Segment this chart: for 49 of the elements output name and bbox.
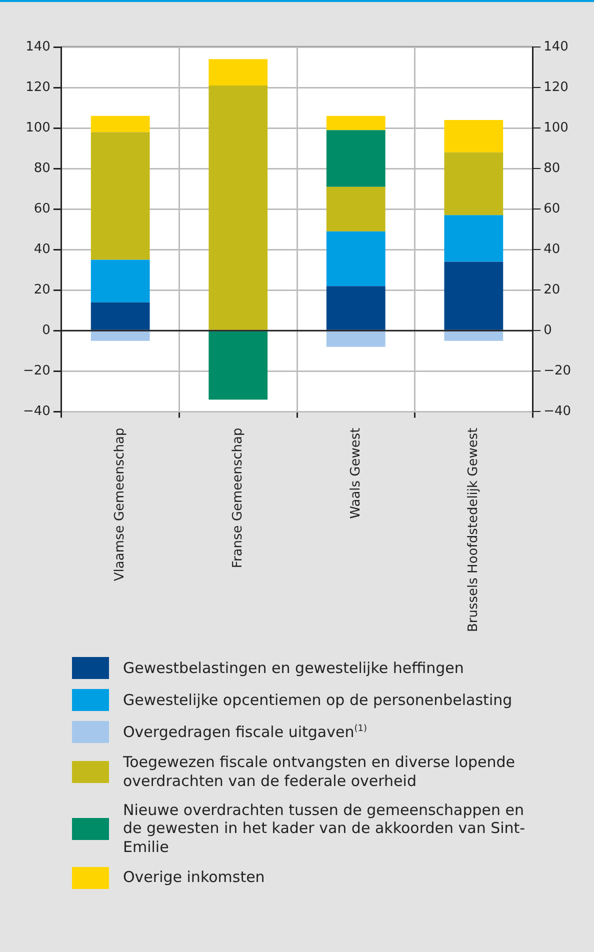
bar xyxy=(444,152,504,216)
x-tick-label: Vlaamse Gemeenschap xyxy=(112,428,128,582)
bar xyxy=(326,116,386,130)
y2-tick-label: 140 xyxy=(26,39,50,54)
bar xyxy=(444,262,504,330)
y2-tick-label: 60 xyxy=(34,201,50,216)
bar xyxy=(444,120,504,152)
bar xyxy=(90,260,150,302)
y-tick-label: 60 xyxy=(544,201,560,216)
y2-tick-label: 0 xyxy=(42,323,50,338)
y2-tick-label: 120 xyxy=(26,80,50,95)
bar xyxy=(326,130,386,187)
y2-tick-label: 80 xyxy=(34,160,50,176)
y-tick-label: 40 xyxy=(544,242,560,258)
bar xyxy=(90,302,150,330)
bar xyxy=(208,86,268,330)
legend-label: Overige inkomsten xyxy=(123,868,265,888)
bar xyxy=(326,186,386,232)
y2-tick-label: −40 xyxy=(22,404,50,420)
bar xyxy=(326,331,386,347)
bar xyxy=(444,331,504,341)
legend-label: Gewestelijke opcentiemen op de personenbelasting xyxy=(123,690,512,710)
bar xyxy=(326,231,386,286)
legend-label: Toegewezen fiscale ontvangsten en diverse lopende overdrachten van de federale overheid xyxy=(123,753,516,790)
bar xyxy=(90,116,150,132)
y-tick-label: −40 xyxy=(544,404,572,420)
y-tick-label: 20 xyxy=(544,282,560,298)
y-tick-label: −20 xyxy=(544,364,572,379)
legend-label: Gewestbelastingen en gewestelijke heffingen xyxy=(123,658,464,678)
y-tick-label: 0 xyxy=(544,323,552,338)
y-tick-label: 140 xyxy=(544,39,568,54)
legend-label: Nieuwe overdrachten tussen de gemeenschappen en de gewesten in het kader van de akkoorden van Sint-Emilie xyxy=(123,800,526,857)
bar xyxy=(326,286,386,330)
legend-label: Overgedragen fiscale uitgaven$^{(1)}$ xyxy=(123,722,367,742)
y-tick-label: 100 xyxy=(544,120,568,136)
x-tick-label: Franse Gemeenschap xyxy=(230,428,246,568)
bar xyxy=(444,215,504,262)
y-tick-label: 120 xyxy=(544,80,568,95)
bar xyxy=(90,132,150,260)
bar xyxy=(90,331,150,341)
x-tick-label: Brussels Hoofdstedelijk Gewest xyxy=(466,428,482,632)
y2-tick-label: 40 xyxy=(34,242,50,258)
x-tick-label: Waals Gewest xyxy=(348,428,364,519)
y2-tick-label: 20 xyxy=(34,282,50,298)
bar xyxy=(208,59,268,86)
y2-tick-label: −20 xyxy=(22,364,50,379)
y2-tick-label: 100 xyxy=(26,120,50,136)
y-tick-label: 80 xyxy=(544,160,560,176)
bar xyxy=(208,331,268,400)
